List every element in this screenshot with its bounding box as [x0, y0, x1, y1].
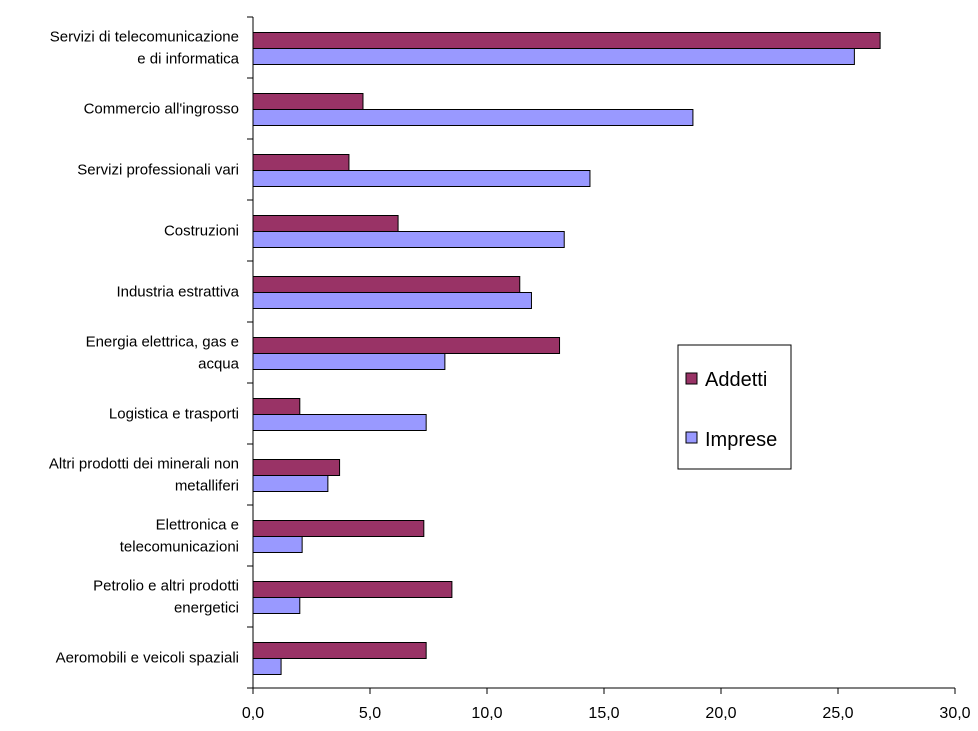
bar-addetti-9 [252, 520, 425, 537]
bar-imprese-4 [252, 231, 565, 248]
category-labels: Servizi di telecomunicazione e di informa… [49, 29, 240, 667]
x-tick-label: 25,0 [822, 705, 853, 722]
category-label: Costruzioni [164, 223, 239, 240]
category-label: Elettronica e [156, 517, 239, 534]
legend-swatch-addetti [685, 372, 698, 385]
bar-imprese-5 [252, 292, 532, 309]
category-label: Logistica e trasporti [109, 406, 239, 423]
category-label: Servizi professionali vari [77, 162, 239, 179]
bar-addetti-11 [252, 642, 427, 659]
x-tick-label: 20,0 [705, 705, 736, 722]
legend-label-addetti: Addetti [705, 369, 767, 391]
category-label: energetici [174, 600, 239, 617]
category-label: acqua [198, 356, 240, 373]
category-label: Commercio all'ingrosso [84, 101, 239, 118]
category-label: Servizi di telecomunicazione [50, 29, 239, 46]
bar-addetti-5 [252, 276, 521, 293]
bar-addetti-8 [252, 459, 341, 476]
x-tick-label: 0,0 [242, 705, 264, 722]
legend: Addetti Imprese [677, 344, 792, 470]
bar-addetti-2 [252, 93, 364, 110]
bar-imprese-9 [252, 536, 303, 553]
bar-imprese-1 [252, 48, 855, 65]
bar-addetti-4 [252, 215, 399, 232]
category-label: Altri prodotti dei minerali non [49, 456, 239, 473]
bar-addetti-6 [252, 337, 561, 354]
bar-addetti-3 [252, 154, 350, 171]
bar-addetti-1 [252, 32, 881, 49]
category-label: metalliferi [175, 478, 239, 495]
bar-imprese-8 [252, 475, 329, 492]
bar-imprese-7 [252, 414, 427, 431]
legend-box [677, 344, 792, 470]
category-label: Petrolio e altri prodotti [93, 578, 239, 595]
x-tick-label: 30,0 [939, 705, 970, 722]
bar-addetti-7 [252, 398, 301, 415]
bar-imprese-3 [252, 170, 591, 187]
category-label: Energia elettrica, gas e [86, 334, 239, 351]
x-tick-label: 15,0 [588, 705, 619, 722]
legend-label-imprese: Imprese [705, 429, 777, 451]
x-tick-label: 5,0 [359, 705, 381, 722]
bar-imprese-11 [252, 658, 282, 675]
bar-imprese-6 [252, 353, 446, 370]
bar-imprese-10 [252, 597, 301, 614]
x-tick-label: 10,0 [471, 705, 502, 722]
tick-labels: 0,0 5,0 10,0 15,0 20,0 25,0 30,0 [242, 705, 971, 722]
axes-group [247, 16, 956, 694]
category-label: Aeromobili e veicoli spaziali [56, 650, 239, 667]
category-label: telecomunicazioni [120, 539, 239, 556]
bar-imprese-2 [252, 109, 694, 126]
category-label: e di informatica [137, 51, 239, 68]
legend-swatch-imprese [685, 431, 698, 444]
bar-addetti-10 [252, 581, 453, 598]
category-label: Industria estrattiva [116, 284, 239, 301]
